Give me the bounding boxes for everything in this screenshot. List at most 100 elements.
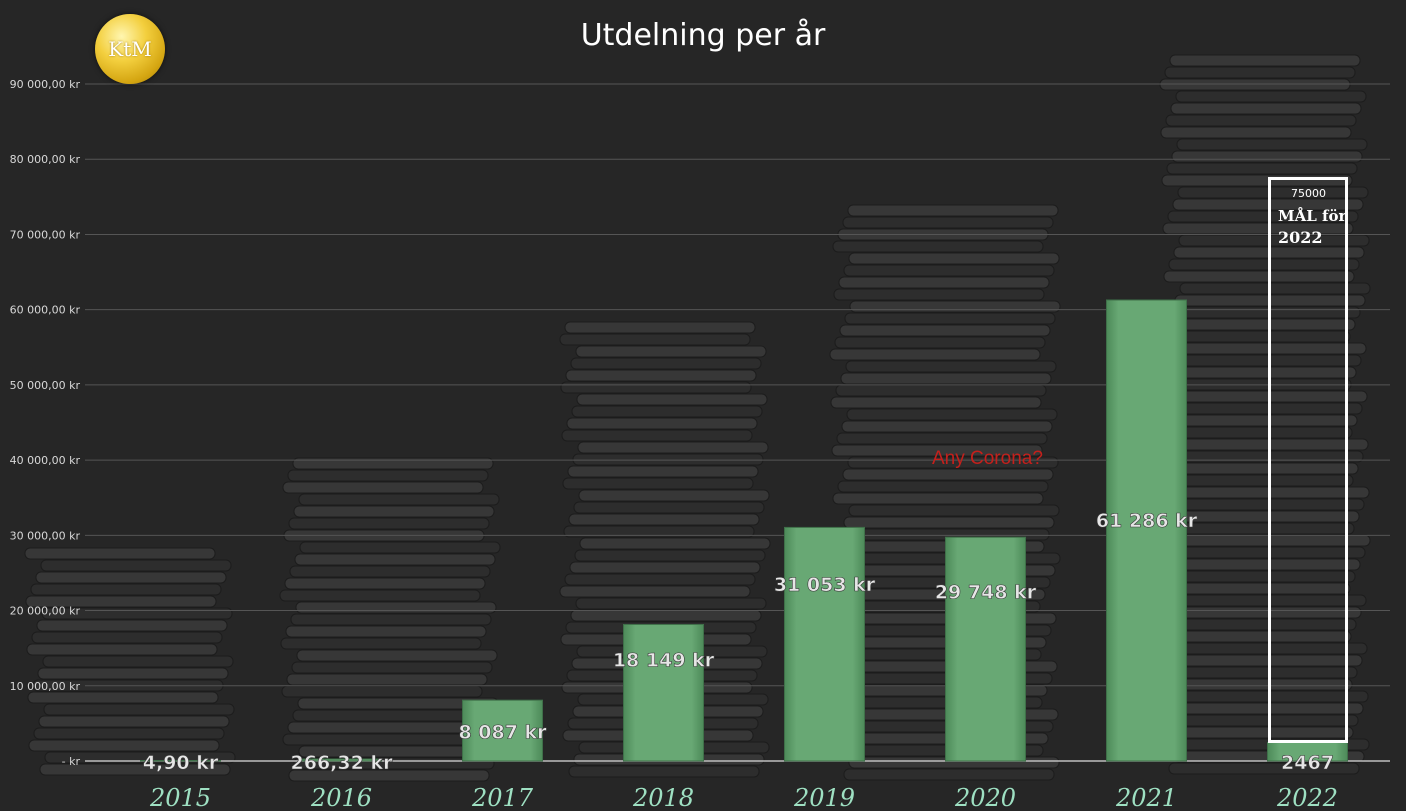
coin	[1178, 234, 1370, 247]
coin	[829, 348, 1041, 361]
coin	[295, 601, 497, 614]
coin	[839, 324, 1051, 337]
coin	[568, 765, 760, 778]
coin	[1168, 258, 1360, 271]
coin-stack	[24, 547, 236, 776]
x-axis-ticks: 2015 2016 2017 2018 2019 2020 2021 2022	[149, 784, 1338, 811]
coin	[573, 501, 765, 514]
coin	[280, 637, 482, 650]
bar-2017	[462, 699, 543, 762]
x-tick-label: 2016	[310, 784, 372, 811]
coin	[571, 405, 763, 418]
coin	[562, 477, 754, 490]
coin	[560, 381, 752, 394]
coin	[279, 589, 481, 602]
coin	[1168, 762, 1360, 775]
coin	[286, 673, 488, 686]
coin	[40, 559, 232, 572]
coin	[28, 739, 220, 752]
coin	[299, 541, 501, 554]
coin	[31, 631, 223, 644]
coin	[843, 516, 1055, 529]
coin	[842, 216, 1054, 229]
coin	[570, 609, 762, 622]
ktm-logo: KtM	[95, 14, 165, 84]
y-tick-label: - kr	[62, 755, 81, 768]
coin	[25, 595, 217, 608]
y-tick-label: 70 000,00 kr	[10, 228, 81, 241]
x-tick-label: 2015	[149, 784, 211, 811]
coin	[1166, 162, 1358, 175]
coin	[575, 597, 767, 610]
coin	[1167, 210, 1359, 223]
coin	[1170, 102, 1362, 115]
coin	[837, 480, 1049, 493]
coin	[838, 276, 1050, 289]
coin	[298, 493, 500, 506]
y-tick-label: 30 000,00 kr	[10, 529, 81, 542]
bar-2020	[945, 536, 1026, 762]
coin	[38, 715, 230, 728]
bar-2021	[1106, 299, 1187, 762]
coin	[35, 571, 227, 584]
coin	[43, 703, 235, 716]
bars	[140, 299, 1348, 762]
data-label: 8 087 kr	[458, 722, 547, 744]
data-label: 266,32 kr	[291, 752, 394, 774]
coin	[288, 769, 490, 782]
coin	[569, 561, 761, 574]
coin	[36, 619, 228, 632]
coin	[847, 204, 1059, 217]
coin	[290, 613, 492, 626]
coin	[1164, 66, 1356, 79]
coin	[293, 505, 495, 518]
bar-2019	[784, 526, 865, 762]
coin	[564, 321, 756, 334]
coin	[284, 577, 486, 590]
coin	[578, 489, 770, 502]
y-tick-label: 50 000,00 kr	[10, 379, 81, 392]
coin	[24, 547, 216, 560]
data-label: 4,90 kr	[143, 752, 219, 774]
coin	[561, 429, 753, 442]
coin	[843, 264, 1055, 277]
coin	[836, 432, 1048, 445]
coin	[834, 336, 1046, 349]
coin	[1175, 90, 1367, 103]
x-tick-label: 2020	[954, 784, 1016, 811]
coin	[42, 655, 234, 668]
x-tick-label: 2022	[1276, 784, 1338, 811]
x-tick-label: 2021	[1115, 784, 1177, 811]
coin	[830, 396, 1042, 409]
coin	[576, 393, 768, 406]
y-tick-label: 10 000,00 kr	[10, 680, 81, 693]
coin	[559, 585, 751, 598]
coin-stack	[1159, 54, 1371, 775]
coin	[832, 492, 1044, 505]
logo-text: KtM	[108, 37, 152, 61]
coin	[1165, 114, 1357, 127]
bar-2015	[140, 760, 221, 762]
coin	[840, 372, 1052, 385]
annotation-any-corona: Any Corona?	[932, 448, 1043, 469]
coin	[845, 360, 1057, 373]
coin	[568, 513, 760, 526]
bar-2018	[623, 623, 704, 762]
coin	[1177, 186, 1369, 199]
data-label: 31 053 kr	[774, 574, 876, 596]
coin	[282, 481, 484, 494]
coin	[33, 727, 225, 740]
coin	[39, 763, 231, 776]
coin	[37, 667, 229, 680]
coin	[567, 465, 759, 478]
coin	[294, 553, 496, 566]
coin	[848, 504, 1060, 517]
coin	[1171, 150, 1363, 163]
coin	[570, 357, 762, 370]
coin	[1160, 126, 1352, 139]
x-tick-label: 2017	[471, 784, 534, 811]
data-label: 18 149 kr	[613, 650, 715, 672]
coin	[1163, 270, 1355, 283]
